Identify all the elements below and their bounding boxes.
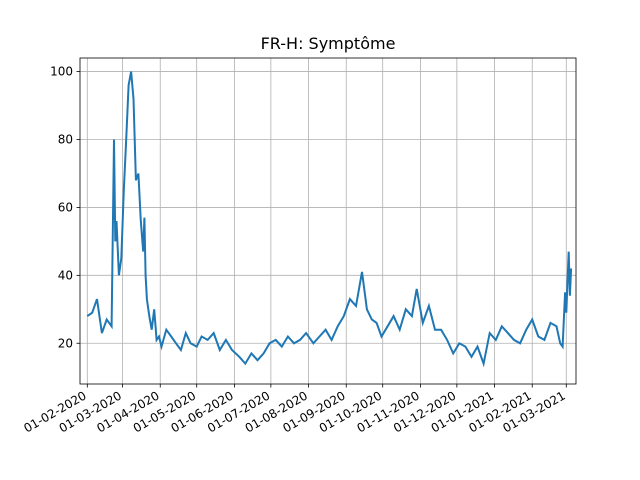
y-tick-label: 20 — [58, 336, 73, 350]
chart-title: FR-H: Symptôme — [261, 34, 396, 53]
x-axis: 01-02-202001-03-202001-04-202001-05-2020… — [21, 384, 568, 435]
y-tick-label: 40 — [58, 268, 73, 282]
y-tick-label: 60 — [58, 200, 73, 214]
series-line — [86, 71, 573, 368]
y-tick-label: 80 — [58, 133, 73, 147]
grid — [80, 58, 576, 384]
y-tick-label: 100 — [50, 65, 73, 79]
y-axis: 20 40 60 80 100 — [50, 65, 80, 350]
plot-frame — [79, 57, 577, 385]
